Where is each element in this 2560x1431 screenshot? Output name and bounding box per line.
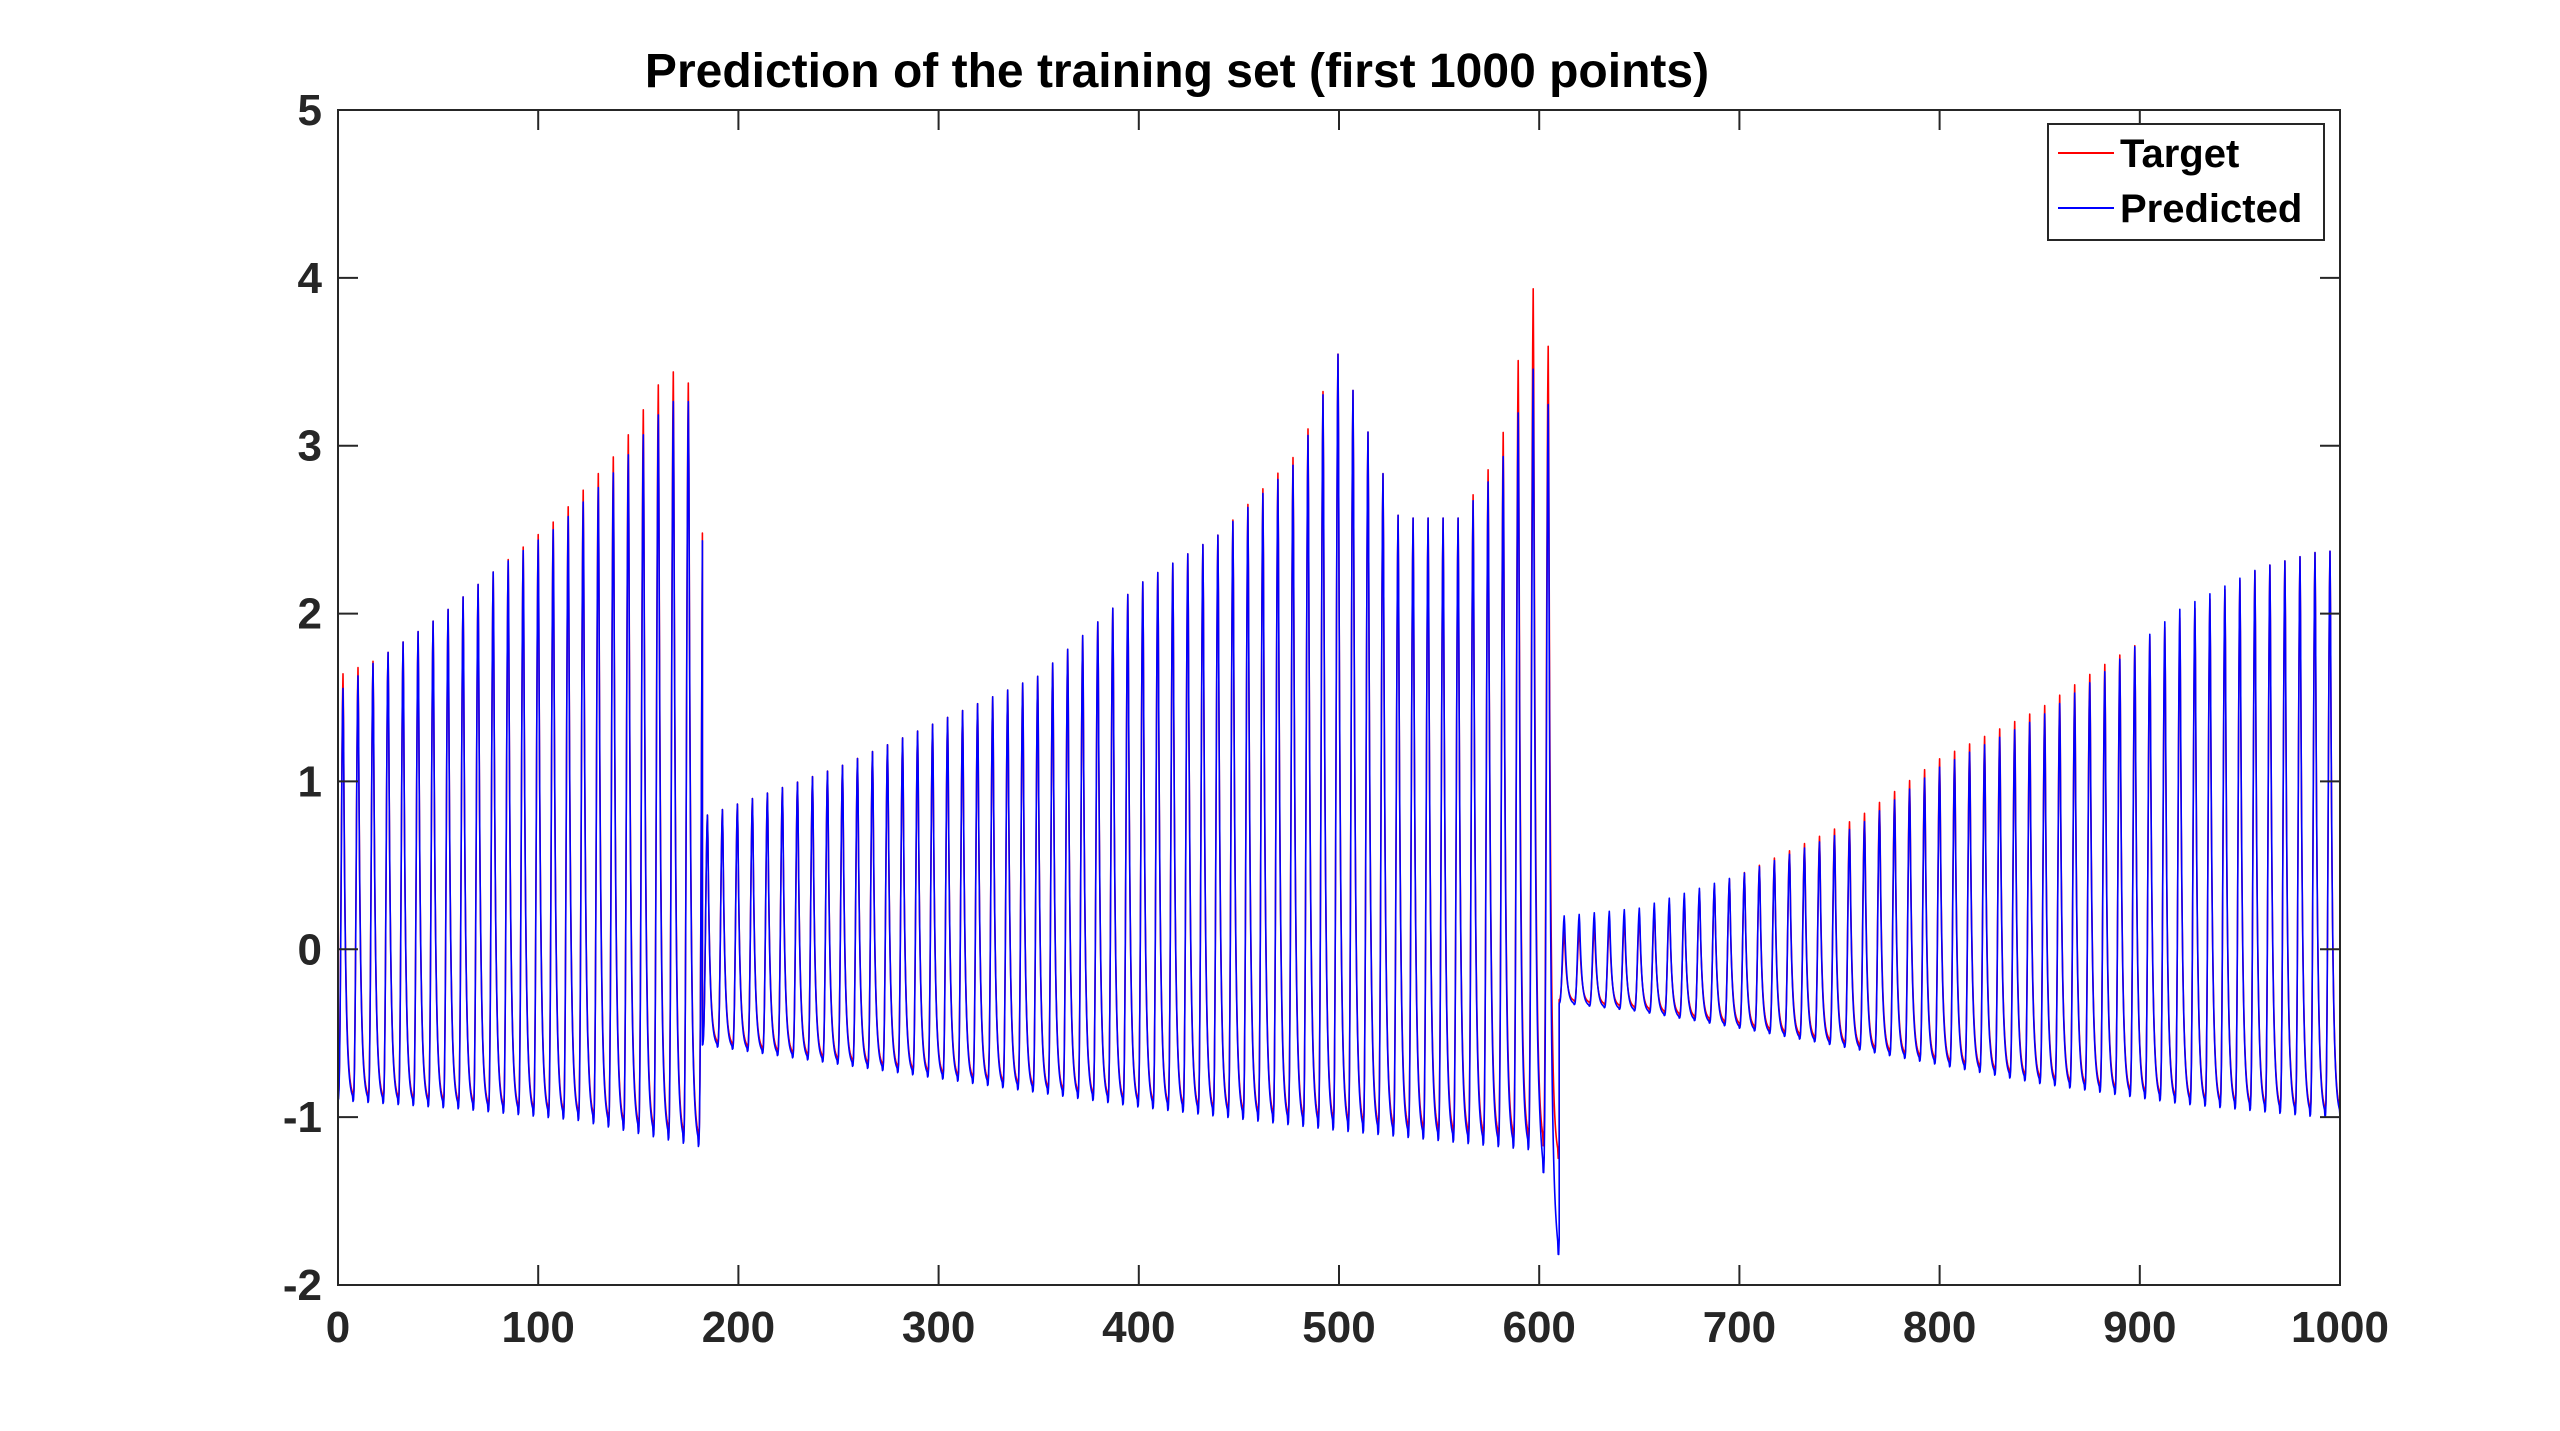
legend-label-target: Target	[2120, 132, 2239, 176]
legend-box	[2047, 123, 2325, 241]
x-tick-label: 800	[1903, 1303, 1976, 1352]
y-tick-label: 2	[298, 590, 322, 639]
y-tick-label: 5	[298, 86, 322, 135]
x-tick-label: 1000	[2291, 1303, 2389, 1352]
x-axis: 0 100 200 300 400 500 600 700 800 900 1000	[326, 110, 2389, 1352]
x-tick-label: 400	[1102, 1303, 1175, 1352]
y-axis: -2 -1 0 1 2 3 4 5	[283, 86, 2340, 1310]
series-line-predicted	[337, 353, 2341, 1256]
x-tick-label: 100	[501, 1303, 574, 1352]
y-tick-label: -1	[283, 1093, 322, 1142]
y-tick-label: 3	[298, 422, 322, 471]
x-tick-label: 700	[1703, 1303, 1776, 1352]
x-tick-label: 0	[326, 1303, 350, 1352]
x-tick-label: 500	[1302, 1303, 1375, 1352]
series-layer	[337, 288, 2341, 1256]
legend-label-predicted: Predicted	[2120, 187, 2302, 231]
legend: Target Predicted	[2047, 123, 2325, 241]
x-tick-label: 600	[1502, 1303, 1575, 1352]
y-tick-label: -2	[283, 1261, 322, 1310]
y-tick-label: 4	[298, 254, 323, 303]
x-tick-label: 300	[902, 1303, 975, 1352]
y-tick-label: 1	[298, 757, 322, 806]
chart-title: Prediction of the training set (first 10…	[645, 45, 1709, 98]
x-tick-label: 200	[702, 1303, 775, 1352]
y-tick-label: 0	[298, 925, 322, 974]
x-tick-label: 900	[2103, 1303, 2176, 1352]
